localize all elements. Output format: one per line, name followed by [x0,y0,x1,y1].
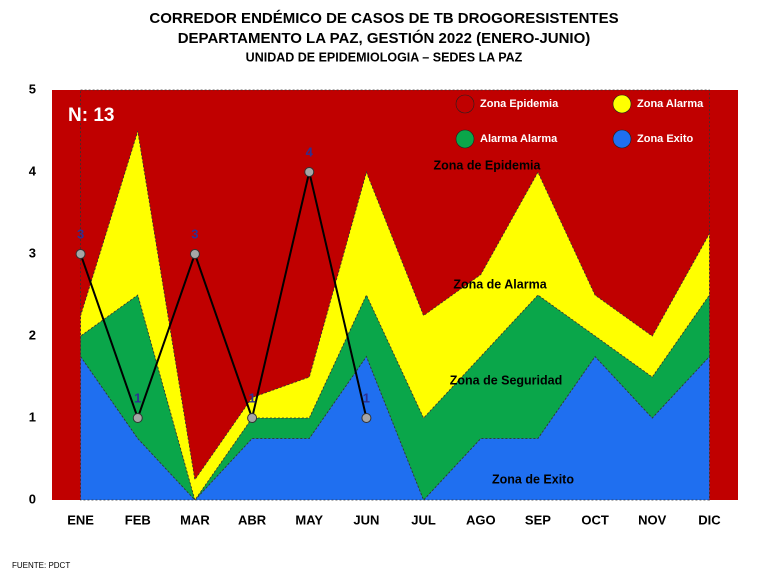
legend-label: Alarma Alarma [480,133,558,145]
legend-swatch [612,129,632,149]
y-tick-label: 3 [29,245,36,260]
annotation: Zona de Epidemia [434,158,542,172]
marker [361,413,372,423]
annotation: N: 13 [68,105,114,126]
y-tick-label: 2 [29,327,36,342]
area [80,89,710,481]
legend-label: Zona Epidemia [480,98,559,110]
y-tick-label: 5 [29,81,36,96]
legend-label: Zona Exito [637,133,694,145]
data-label: 3 [77,226,84,241]
chart-subtitle: DEPARTAMENTO LA PAZ, GESTIÓN 2022 (ENERO… [178,29,591,47]
chart-title: CORREDOR ENDÉMICO DE CASOS DE TB DROGORE… [149,10,618,27]
annotation: Zona de Exito [492,472,574,486]
legend-swatch [455,94,475,114]
marker [132,413,143,423]
y-tick-label: 1 [29,409,36,424]
source: FUENTE: PDCT [12,561,70,570]
annotation: Zona de Seguridad [450,373,563,387]
y-tick-label: 4 [29,163,37,178]
legend-label: Zona Alarma [637,98,704,110]
area [80,130,710,501]
data-label: 3 [191,226,198,241]
x-tick-label: DIC [698,512,721,527]
x-tick-label: JUL [411,512,436,527]
marker [304,167,315,177]
data-label: 1 [248,390,255,405]
x-tick-label: ABR [238,512,267,527]
data-label: 4 [306,144,314,159]
legend-swatch [455,129,475,149]
marker [247,413,258,423]
marker [189,249,200,259]
x-tick-label: OCT [581,512,609,527]
x-tick-label: JUN [353,512,379,527]
marker [75,249,86,259]
x-tick-label: NOV [638,512,667,527]
legend-swatch [612,94,632,114]
chart-subtitle: UNIDAD DE EPIDEMIOLOGIA – SEDES LA PAZ [246,50,523,64]
x-tick-label: AGO [466,512,496,527]
annotation: Zona de Alarma [453,277,547,291]
y-tick-label: 0 [29,491,36,506]
data-label: 1 [134,390,141,405]
x-tick-label: SEP [525,512,551,527]
data-label: 1 [363,390,370,405]
line [79,171,368,422]
x-tick-label: MAR [180,512,210,527]
x-tick-label: FEB [125,512,151,527]
x-tick-label: MAY [295,512,323,527]
x-tick-label: ENE [67,512,94,527]
